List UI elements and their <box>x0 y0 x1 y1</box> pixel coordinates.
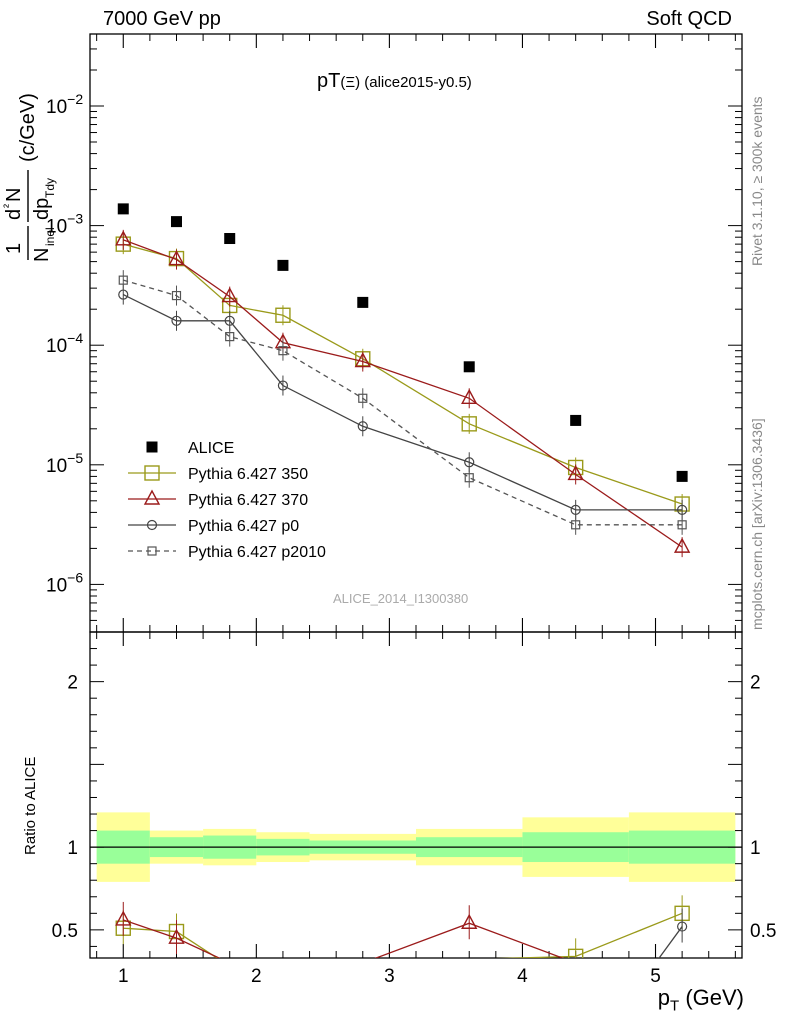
data-point <box>168 250 185 266</box>
ratio-data-point <box>461 913 478 929</box>
data-point <box>275 307 291 323</box>
ratio-y-tick-label-right: 0.5 <box>750 921 776 942</box>
ratio-data-point <box>168 928 185 944</box>
ratio-panel-frame <box>89 631 743 959</box>
rivet-label: Rivet 3.1.10, ≥ 300k events <box>749 96 765 266</box>
legend-marker <box>144 465 160 481</box>
plot-title-main: pT <box>317 70 341 92</box>
y-tick-label: 10−3 <box>46 211 83 238</box>
ylabel-dp: dp <box>31 198 53 220</box>
top-series-group <box>115 203 691 558</box>
legend-label: Pythia 6.427 p0 <box>188 518 299 535</box>
plot-title: pT(Ξ) (alice2015-y0.5) <box>317 70 472 93</box>
series-line <box>123 279 683 526</box>
legend-label: Pythia 6.427 370 <box>188 492 308 509</box>
data-point <box>570 504 581 515</box>
data-point <box>225 332 235 342</box>
data-point <box>277 380 289 391</box>
ylabel-N: N <box>31 248 53 262</box>
mcplots-label: mcplots.cern.ch [arXiv:1306.3436] <box>749 418 765 630</box>
data-point <box>464 457 475 468</box>
ratio-series-group <box>115 895 690 958</box>
x-axis-label: pT (GeV) <box>657 985 744 1015</box>
legend-label: Pythia 6.427 350 <box>188 466 308 483</box>
data-point <box>567 465 584 481</box>
legend-marker <box>147 546 157 556</box>
data-point <box>224 315 235 326</box>
data-point <box>463 361 475 373</box>
ratio-y-tick-label: 2 <box>67 673 78 694</box>
data-point <box>170 216 182 228</box>
data-point <box>277 259 289 271</box>
data-point <box>354 352 371 368</box>
data-point <box>115 230 132 246</box>
ratio-data-point <box>567 948 584 958</box>
header-left: 7000 GeV pp <box>103 8 221 30</box>
ratio-data-point <box>115 910 132 926</box>
data-point <box>171 290 182 301</box>
legend-label: Pythia 6.427 p2010 <box>188 544 326 561</box>
ratio-y-tick-label-right: 1 <box>750 838 761 859</box>
y-tick-label: 10−4 <box>46 330 83 357</box>
data-point <box>118 275 128 285</box>
x-tick-label: 5 <box>650 966 661 987</box>
data-point <box>117 203 129 215</box>
ylabel-Tdy: Tdy <box>43 178 57 198</box>
ratio-y-tick-label: 0.5 <box>52 921 78 942</box>
ylabel-unit: (c/GeV) <box>17 93 39 162</box>
x-tick-label: 2 <box>251 966 262 987</box>
top-panel-frame <box>89 33 743 633</box>
legend-marker <box>146 441 158 453</box>
ylabel-d: d <box>3 209 25 220</box>
data-point <box>570 414 582 426</box>
y-tick-label: 10−2 <box>46 91 83 118</box>
ratio-y-tick-label: 1 <box>67 838 78 859</box>
data-point <box>677 520 687 530</box>
plot-title-sub: (Ξ) (alice2015-y0.5) <box>340 74 472 91</box>
legend-group: ALICE Pythia 6.427 350 Pythia 6.427 370 Pyt… <box>128 440 326 561</box>
ylabel-one: 1 <box>3 243 25 254</box>
y-tick-label: 10−6 <box>46 569 83 596</box>
data-point <box>677 504 688 515</box>
x-tick-label: 1 <box>118 966 129 987</box>
data-point <box>278 346 288 356</box>
data-point <box>224 233 236 245</box>
series-line <box>123 239 683 548</box>
y-tick-label: 10−5 <box>46 450 83 477</box>
ratio-data-point <box>677 921 688 932</box>
data-point <box>461 388 478 404</box>
ratio-series-line <box>123 912 683 958</box>
ratio-series-line <box>658 926 683 958</box>
header-right: Soft QCD <box>646 8 732 30</box>
x-tick-label: 3 <box>384 966 395 987</box>
ylabel-inel: inel <box>43 227 57 246</box>
analysis-tag: ALICE_2014_I1300380 <box>333 591 469 606</box>
legend-marker <box>143 489 161 505</box>
data-point <box>358 393 368 403</box>
ratio-y-axis-label: Ratio to ALICE <box>22 756 39 855</box>
ratio-series-line <box>123 919 565 958</box>
ylabel-sq: ² <box>1 204 15 208</box>
series-line <box>122 294 683 511</box>
data-point <box>221 287 238 303</box>
data-point <box>357 421 368 432</box>
ratio-y-tick-label-right: 2 <box>750 673 761 694</box>
legend-label: ALICE <box>188 440 234 457</box>
legend-marker <box>146 519 158 531</box>
data-point <box>464 473 474 483</box>
x-tick-label: 4 <box>517 966 528 987</box>
data-point <box>171 315 182 326</box>
data-point <box>357 296 369 308</box>
ylabel-N2: N <box>3 188 25 202</box>
data-point <box>571 520 581 530</box>
data-point <box>461 416 477 432</box>
data-point <box>673 537 691 553</box>
data-point <box>676 470 688 482</box>
